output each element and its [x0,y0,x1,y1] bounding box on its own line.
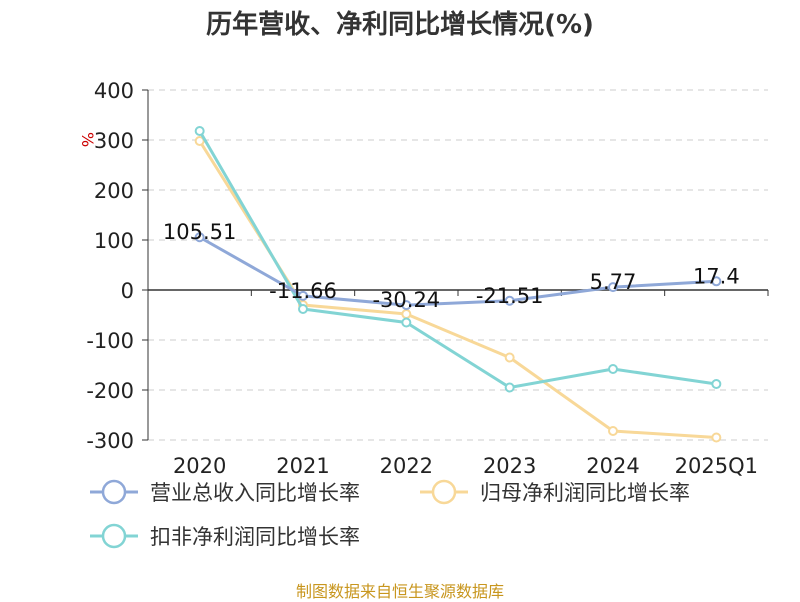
data-point [194,126,205,136]
y-tick-label: 0 [121,279,134,303]
data-point [608,426,618,436]
data-point [608,364,618,374]
data-label: 105.51 [163,220,236,244]
y-tick-label: 200 [94,179,134,203]
data-source-note: 制图数据来自恒生聚源数据库 [295,582,504,601]
legend-circle-marker [431,479,457,505]
y-tick-label: -300 [86,429,134,453]
data-point [194,136,205,146]
data-point [711,276,722,287]
legend-circle-marker [101,479,127,505]
data-point [504,352,515,363]
x-category-label: 2020 [173,454,226,478]
data-label: -30.24 [372,288,440,312]
grid-lines [148,89,768,441]
data-point [504,382,515,393]
data-label: 5.77 [590,270,637,294]
legend-label: 归母净利润同比增长率 [480,481,690,505]
chart-title: 历年营收、净利同比增长情况(%) [206,10,594,40]
data-label: -11.66 [269,279,337,303]
legend-label: 扣非净利润同比增长率 [150,525,360,549]
x-category-label: 2021 [276,454,329,478]
y-tick-label: -100 [86,329,134,353]
y-tick-label: -200 [86,379,134,403]
data-point [401,300,412,311]
axes: 400 300 200 100 0 -100 -200 -300% 2020 2021 2022 20… [78,79,769,478]
data-label: -21.51 [476,284,544,308]
series-line [198,235,717,307]
y-tick-label: 100 [94,229,134,253]
data-point [298,304,308,314]
data-point [504,295,515,306]
data-point [298,290,308,301]
y-tick-label: 300 [94,129,134,153]
data-point [401,317,412,328]
x-category-label: 2025Q1 [675,454,758,478]
data-label: 17.4 [693,264,740,288]
legend-circle-marker [101,523,127,549]
x-category-label: 2024 [586,454,639,478]
x-category-label: 2022 [380,454,433,478]
x-category-label: 2023 [483,454,536,478]
legend-item[interactable]: 营业总收入同比增长率 [90,479,360,505]
legend-label: 营业总收入同比增长率 [150,481,360,505]
y-tick-label: 400 [94,79,134,103]
y-axis-unit: % [78,132,97,147]
data-point [194,232,205,243]
data-labels: 105.51 -11.66 -30.24 -21.51 5.77 17.4 [163,220,740,312]
legend-item[interactable]: 扣非净利润同比增长率 [90,523,360,549]
data-point [608,282,618,293]
data-point [711,432,722,443]
legend-item[interactable]: 归母净利润同比增长率 [420,479,690,505]
series-lines [194,126,722,443]
data-point [711,379,722,389]
series-line [198,130,717,389]
